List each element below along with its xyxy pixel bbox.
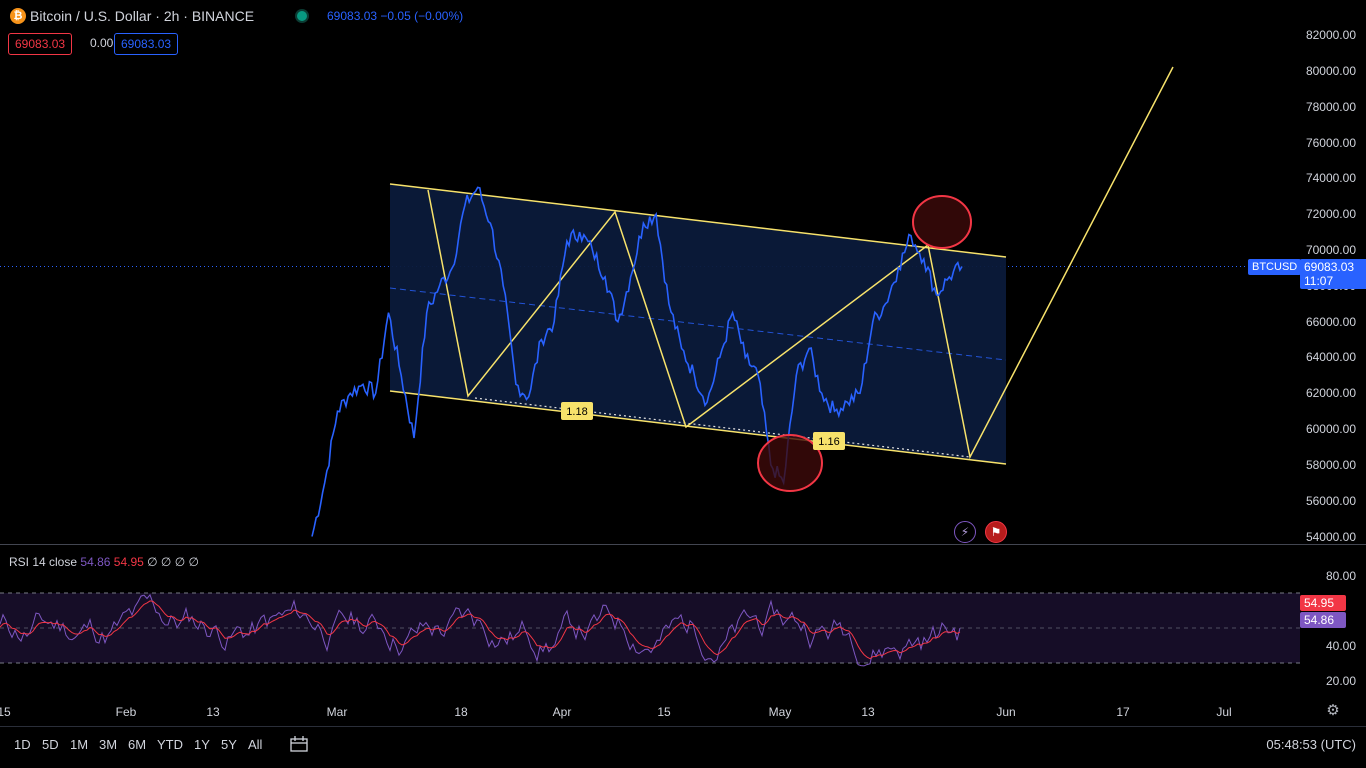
rsi-axis-20: 20.00	[1325, 674, 1356, 688]
last-price-tag: 69083.03 11:07	[1300, 259, 1366, 289]
price-axis-label: 66000.00	[1305, 314, 1356, 329]
lightning-icon[interactable]: ⚡	[954, 521, 976, 543]
range-button-5d[interactable]: 5D	[42, 737, 59, 752]
range-button-1m[interactable]: 1M	[70, 737, 89, 752]
bottom-toolbar	[0, 726, 1366, 765]
time-axis-label: 15	[657, 705, 671, 719]
header-quote: 69083.03 −0.05 (−0.00%)	[327, 9, 464, 23]
range-button-5y[interactable]: 5Y	[221, 737, 237, 752]
time-axis-label: May	[768, 705, 792, 719]
price-axis-label: 56000.00	[1305, 493, 1356, 508]
symbol-tag: BTCUSD	[1248, 259, 1302, 275]
low1-label-box	[561, 402, 593, 420]
price-axis-label: 58000.00	[1305, 457, 1356, 472]
rsi-axis-40: 40.00	[1325, 639, 1356, 653]
low2-label: 1.16	[818, 436, 839, 448]
bitcoin-icon: ₿	[10, 8, 26, 24]
time-axis-label: Jul	[1216, 705, 1232, 719]
time-axis-label: 18	[454, 705, 468, 719]
price-axis-label: 72000.00	[1305, 207, 1356, 222]
rsi-value-tag: 54.86	[1300, 612, 1346, 628]
rsi-ma-line	[0, 600, 961, 660]
bottom-circle-marker[interactable]	[757, 434, 823, 492]
settings-gear-icon[interactable]: ⚙	[1326, 702, 1340, 719]
price-axis-label: 74000.00	[1305, 171, 1356, 186]
time-axis-label: Jun	[996, 705, 1016, 719]
time-axis-label: 13	[861, 705, 875, 719]
pane-separator[interactable]	[0, 544, 1366, 545]
time-axis-label: Mar	[326, 705, 348, 719]
range-button-all[interactable]: All	[248, 737, 263, 752]
time-axis-label: 13	[206, 705, 220, 719]
last-price-value: 69083.03	[1304, 260, 1355, 274]
bar-countdown: 11:07	[1304, 274, 1334, 288]
date-range-icon[interactable]	[289, 735, 309, 753]
price-axis-label: 64000.00	[1305, 350, 1356, 365]
sell-button[interactable]: 69083.03	[8, 33, 73, 55]
price-axis-label: 76000.00	[1305, 135, 1356, 150]
rsi-legend[interactable]: RSI 14 close 54.86 54.95 ∅ ∅ ∅ ∅	[9, 555, 199, 569]
top-circle-marker[interactable]	[912, 195, 972, 249]
channel-midline	[389, 287, 1007, 361]
market-status-icon[interactable]	[297, 11, 307, 21]
rsi-ma-tag: 54.95	[1300, 595, 1346, 611]
price-axis-label: 60000.00	[1305, 422, 1356, 437]
rsi-axis-80: 80.00	[1325, 569, 1356, 583]
rsi-chart[interactable]	[0, 545, 1366, 705]
zigzag-pattern[interactable]	[427, 66, 1174, 460]
price-axis-label: 62000.00	[1305, 386, 1356, 401]
time-axis-label: 15	[0, 705, 11, 719]
range-button-1d[interactable]: 1D	[14, 737, 31, 752]
price-series-line	[311, 186, 963, 537]
range-button-3m[interactable]: 3M	[99, 737, 118, 752]
price-axis-label: 78000.00	[1305, 99, 1356, 114]
price-axis-label: 80000.00	[1305, 64, 1356, 78]
low2-label-box	[813, 432, 845, 450]
buy-button[interactable]: 69083.03	[114, 33, 179, 55]
range-button-1y[interactable]: 1Y	[194, 737, 210, 752]
spread-value: 0.00	[90, 36, 114, 50]
us-flag-icon[interactable]: ⚑	[985, 521, 1007, 543]
symbol-title[interactable]: Bitcoin / U.S. Dollar · 2h · BINANCE	[30, 8, 255, 24]
rsi-value: 54.86	[80, 555, 111, 569]
rsi-title: RSI 14 close	[9, 555, 78, 569]
utc-clock[interactable]: 05:48:53 (UTC)	[1266, 737, 1356, 752]
price-axis-label: 54000.00	[1305, 529, 1356, 544]
rsi-line	[0, 593, 961, 667]
range-button-6m[interactable]: 6M	[128, 737, 147, 752]
time-axis-label: Feb	[115, 705, 137, 719]
time-axis-label: 17	[1116, 705, 1130, 719]
time-axis-label: Apr	[552, 705, 572, 719]
channel-upper-line[interactable]	[389, 183, 1007, 258]
low1-label: 1.18	[566, 406, 587, 418]
price-axis-label: 82000.00	[1305, 28, 1356, 43]
channel-lower-line[interactable]	[389, 390, 1007, 465]
rsi-extra-values: ∅ ∅ ∅ ∅	[147, 555, 199, 569]
price-axis-label: 70000.00	[1305, 243, 1356, 258]
support-dotted-line	[474, 397, 971, 458]
range-button-ytd[interactable]: YTD	[157, 737, 183, 752]
price-chart[interactable]: 1.18 1.16	[0, 0, 1366, 545]
rsi-ma-value: 54.95	[113, 555, 144, 569]
